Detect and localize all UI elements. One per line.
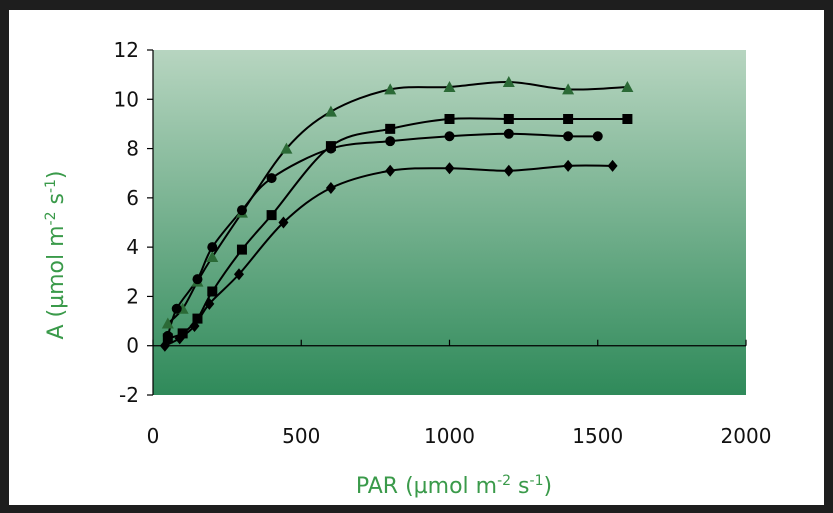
y-tick-label: 4 <box>126 235 139 259</box>
data-point-triangle <box>206 251 219 262</box>
data-point-triangle <box>443 80 456 92</box>
data-point-square <box>385 123 396 134</box>
data-point-diamond <box>189 320 200 332</box>
x-axis-label: PAR (µmol m-2 s-1) <box>356 473 552 499</box>
data-point-square <box>444 114 455 124</box>
data-point-circle <box>563 131 574 142</box>
data-point-triangle <box>324 105 337 117</box>
data-point-square <box>563 114 574 124</box>
axes <box>147 49 747 396</box>
data-point-circle <box>592 131 603 142</box>
data-point-circle <box>207 242 218 253</box>
x-tick-label: 500 <box>282 424 320 448</box>
data-point-circle <box>325 143 336 154</box>
data-point-circle <box>236 205 247 216</box>
data-point-diamond <box>385 164 396 177</box>
data-point-circle <box>444 131 455 142</box>
data-point-square <box>266 210 277 221</box>
data-point-diamond <box>233 268 244 281</box>
x-tick-label: 0 <box>147 424 160 448</box>
y-tick-label: -2 <box>119 383 139 407</box>
x-tick-label: 1500 <box>572 424 623 448</box>
plot-area <box>153 50 746 395</box>
data-point-diamond <box>444 162 455 175</box>
x-tick-label: 2000 <box>721 424 772 448</box>
data-point-diamond <box>278 216 289 229</box>
tick-labels: -2 0 2 4 6 8 10 12 0 500 1000 1500 2000 <box>114 38 772 448</box>
data-point-diamond <box>503 164 514 177</box>
x-tick-label: 1000 <box>424 424 475 448</box>
data-point-diamond <box>204 297 215 310</box>
data-point-triangle <box>161 317 174 329</box>
data-point-diamond <box>563 159 574 172</box>
y-tick-label: 2 <box>126 284 139 308</box>
data-point-circle <box>385 136 396 147</box>
y-tick-label: 6 <box>126 186 139 210</box>
data-point-square <box>207 286 218 297</box>
y-tick-label: 10 <box>114 87 139 111</box>
data-point-triangle <box>562 83 575 95</box>
y-tick-label: 12 <box>114 38 139 62</box>
data-point-diamond <box>325 182 336 194</box>
chart: -2 0 2 4 6 8 10 12 0 500 1000 1500 2000 A (µmol m-2 … <box>43 38 772 499</box>
data-point-square <box>236 244 247 255</box>
data-point-diamond <box>607 159 618 172</box>
data-markers <box>159 76 634 352</box>
data-point-square <box>177 328 188 339</box>
y-tick-label: 8 <box>126 137 139 161</box>
data-point-circle <box>171 303 182 314</box>
y-tick-label: 0 <box>126 334 139 358</box>
data-point-square <box>622 114 633 124</box>
data-point-triangle <box>502 76 515 88</box>
data-point-triangle <box>384 83 397 95</box>
data-point-diamond <box>159 339 170 352</box>
chart-frame: -2 0 2 4 6 8 10 12 0 500 1000 1500 2000 A (µmol m-2 … <box>9 10 824 505</box>
data-point-circle <box>266 173 277 184</box>
data-point-circle <box>162 330 173 341</box>
data-point-triangle <box>621 80 634 92</box>
data-point-triangle <box>280 142 293 154</box>
data-point-circle <box>503 128 514 139</box>
y-axis-label: A (µmol m-2 s-1) <box>43 170 69 339</box>
data-point-square <box>192 313 203 324</box>
data-point-square <box>503 114 514 124</box>
data-point-circle <box>192 274 203 285</box>
data-point-diamond <box>174 332 185 345</box>
